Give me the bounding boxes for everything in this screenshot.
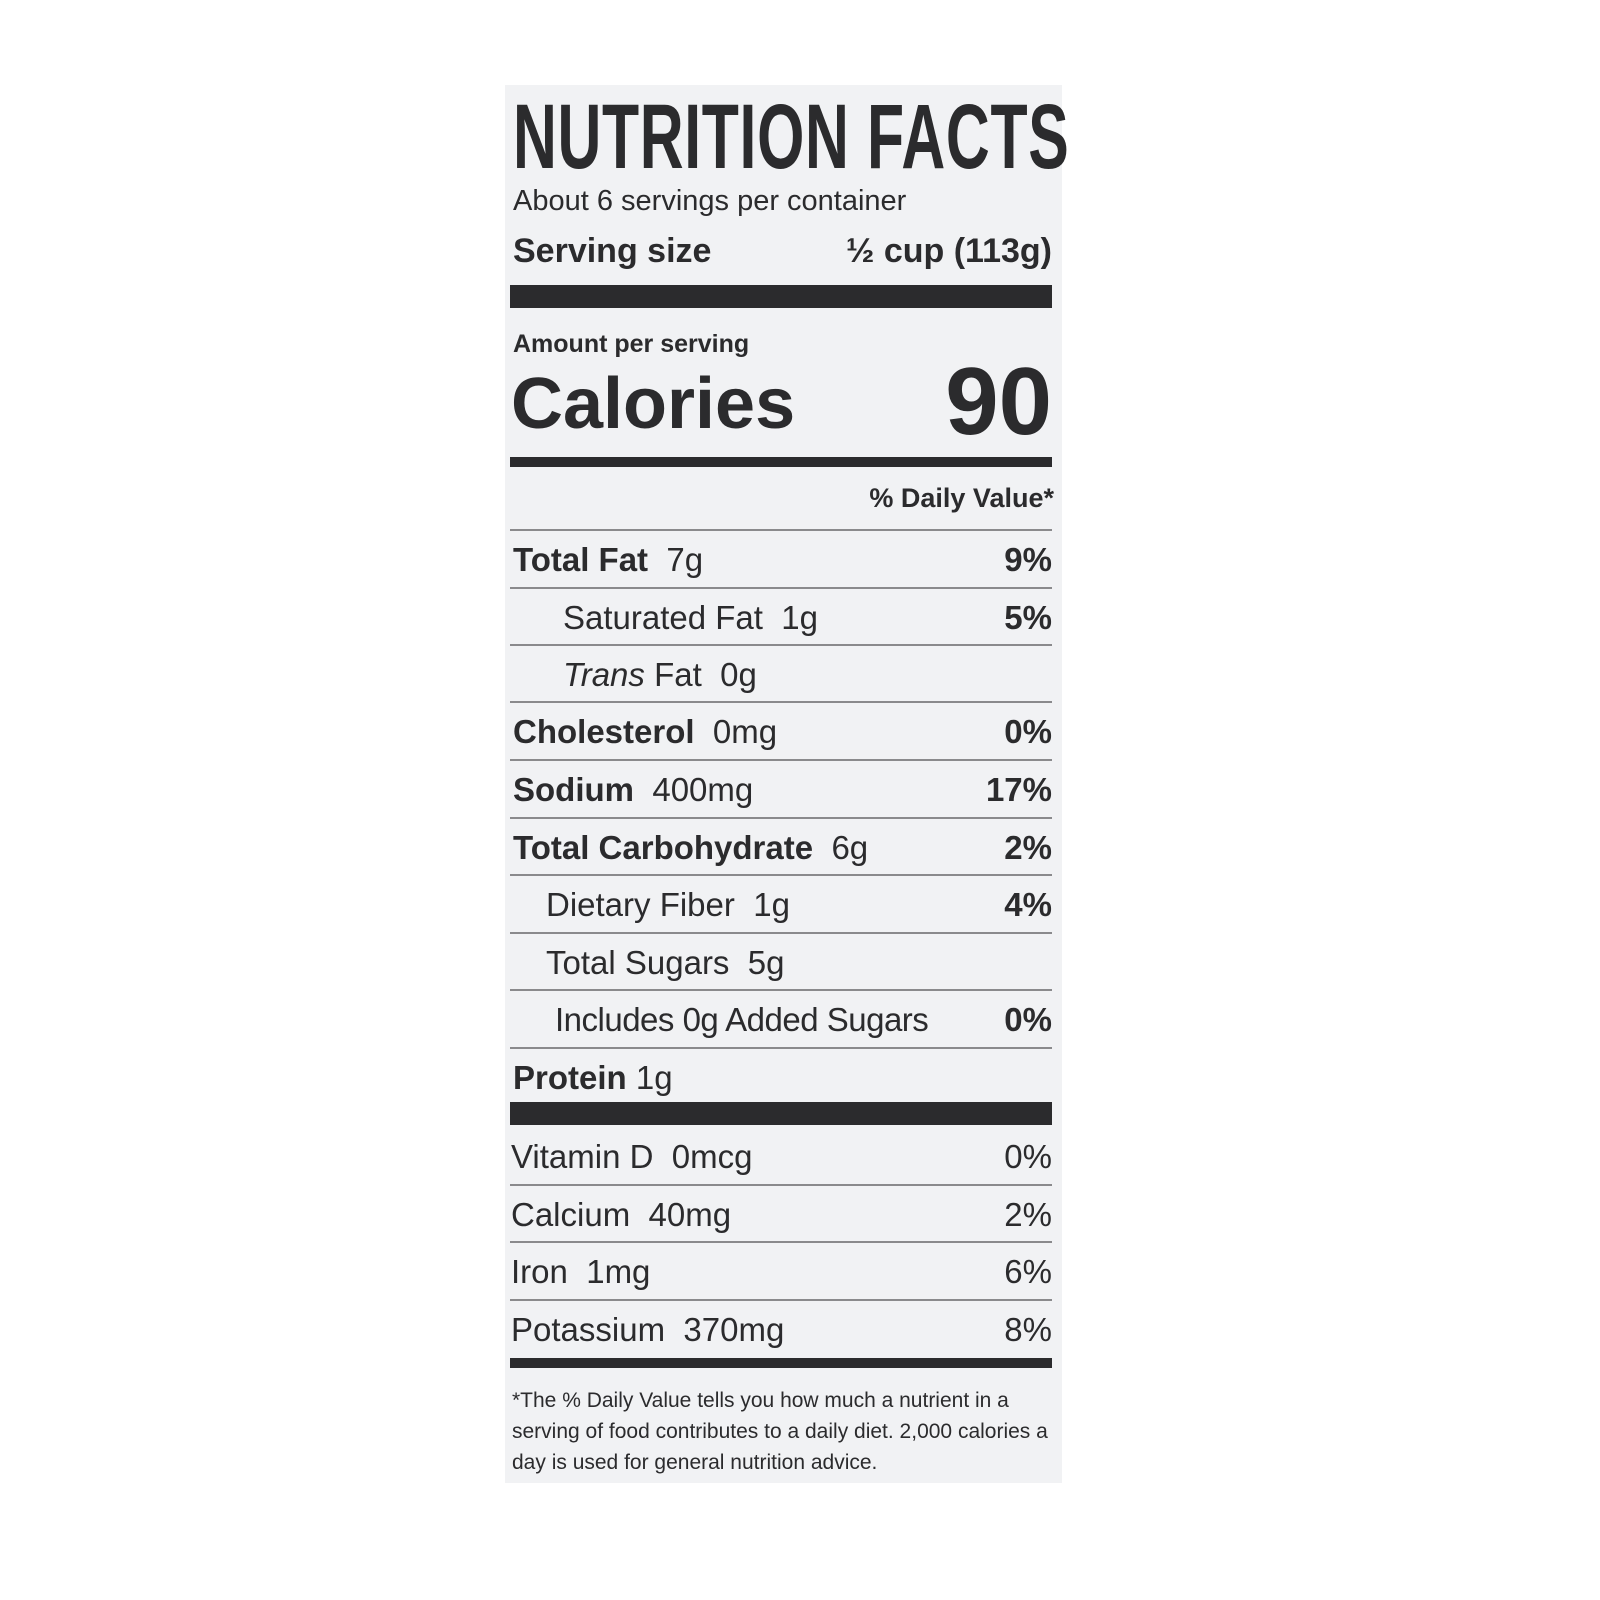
label-title: NUTRITION FACTS [513,86,1070,188]
divider [510,1184,1052,1186]
vitamin-dv: 8% [1004,1311,1052,1348]
nutrient-name: Total Sugars [546,944,730,981]
nutrient-name: Total Fat [513,541,649,578]
vitamin-row-calcium: Calcium 40mg 2% [505,1186,1052,1243]
nutrient-amount: 400mg [652,771,754,808]
amount-per-serving: Amount per serving [513,330,750,358]
nutrient-name: Dietary Fiber [546,886,735,923]
daily-value-header: % Daily Value* [869,483,1054,513]
nutrient-dv: 0% [1004,1001,1052,1038]
vitamin-name: Calcium [511,1196,631,1233]
divider [510,817,1052,819]
vitamin-name: Potassium [511,1311,666,1348]
vitamin-amount: 1mg [586,1253,651,1290]
divider [510,874,1052,876]
nutrient-amount: 0mg [712,713,778,750]
nutrient-name: Total Carbohydrate [513,829,814,866]
vitamin-amount: 370mg [683,1311,785,1348]
vitamin-dv: 2% [1004,1196,1052,1233]
nutrient-amount: 5g [747,944,785,981]
nutrient-name: Protein [513,1059,627,1096]
nutrient-dv: 4% [1004,886,1052,923]
nutrient-name: Includes 0g Added Sugars [555,1001,929,1038]
divider [510,1299,1052,1301]
nutrient-amount: 1g [635,1059,673,1096]
divider [510,701,1052,703]
serving-size-value: ½ cup (113g) [846,232,1052,270]
divider [510,1241,1052,1243]
thick-divider [510,1102,1052,1125]
nutrient-amount: 1g [753,886,790,923]
divider [510,1047,1052,1049]
nutrient-dv: 17% [985,771,1052,808]
divider [510,644,1052,646]
nutrient-dv: 5% [1004,599,1052,636]
nutrient-row-trans-fat: Trans Fat 0g [505,646,1052,703]
nutrient-dv: 2% [1004,829,1052,866]
vitamin-row-potassium: Potassium 370mg 8% [505,1301,1052,1358]
nutrient-dv: 0% [1004,713,1052,750]
nutrient-row-protein: Protein 1g [505,1049,1052,1106]
nutrient-amount: 1g [781,599,819,636]
servings-per-container: About 6 servings per container [513,185,907,217]
nutrient-row-cholesterol: Cholesterol 0mg 0% [505,703,1052,760]
vitamin-dv: 0% [1004,1138,1052,1175]
nutrient-row-total-fat: Total Fat 7g 9% [505,531,1052,588]
nutrient-row-added-sugars: Includes 0g Added Sugars 0% [505,991,1052,1048]
footnote: *The % Daily Value tells you how much a … [512,1389,1048,1474]
nutrient-row-dietary-fiber: Dietary Fiber 1g 4% [505,876,1052,933]
vitamin-name: Vitamin D [511,1138,654,1175]
nutrient-amount: 6g [831,829,869,866]
vitamin-amount: 40mg [648,1196,732,1233]
divider [510,932,1052,934]
divider [510,529,1052,531]
divider [510,587,1052,589]
nutrient-row-saturated-fat: Saturated Fat 1g 5% [505,589,1052,646]
nutrient-row-total-sugars: Total Sugars 5g [505,934,1052,991]
nutrition-facts-panel: NUTRITION FACTS About 6 servings per con… [505,85,1069,1483]
divider [510,989,1052,991]
serving-size-label: Serving size [513,232,712,270]
vitamin-row-vitamin-d: Vitamin D 0mcg 0% [505,1128,1052,1185]
nutrient-name: Cholesterol [513,713,695,750]
nutrient-name: Saturated Fat [563,599,763,636]
nutrient-row-total-carbohydrate: Total Carbohydrate 6g 2% [505,819,1052,876]
vitamin-amount: 0mcg [671,1138,753,1175]
nutrient-name: Fat [654,656,702,693]
nutrient-row-sodium: Sodium 400mg 17% [505,761,1052,818]
calories-label: Calories [511,364,796,444]
thick-divider [510,1358,1052,1368]
vitamin-name: Iron [511,1253,568,1290]
thick-divider [510,457,1052,467]
calories-value: 90 [945,348,1052,455]
nutrient-name: Sodium [513,771,634,808]
vitamin-dv: 6% [1004,1253,1052,1290]
nutrient-dv: 9% [1004,541,1052,578]
nutrient-name-italic: Trans [563,656,645,693]
divider [510,759,1052,761]
vitamin-row-iron: Iron 1mg 6% [505,1243,1052,1300]
nutrient-amount: 0g [720,656,757,693]
thick-divider [510,285,1052,308]
nutrient-amount: 7g [666,541,704,578]
